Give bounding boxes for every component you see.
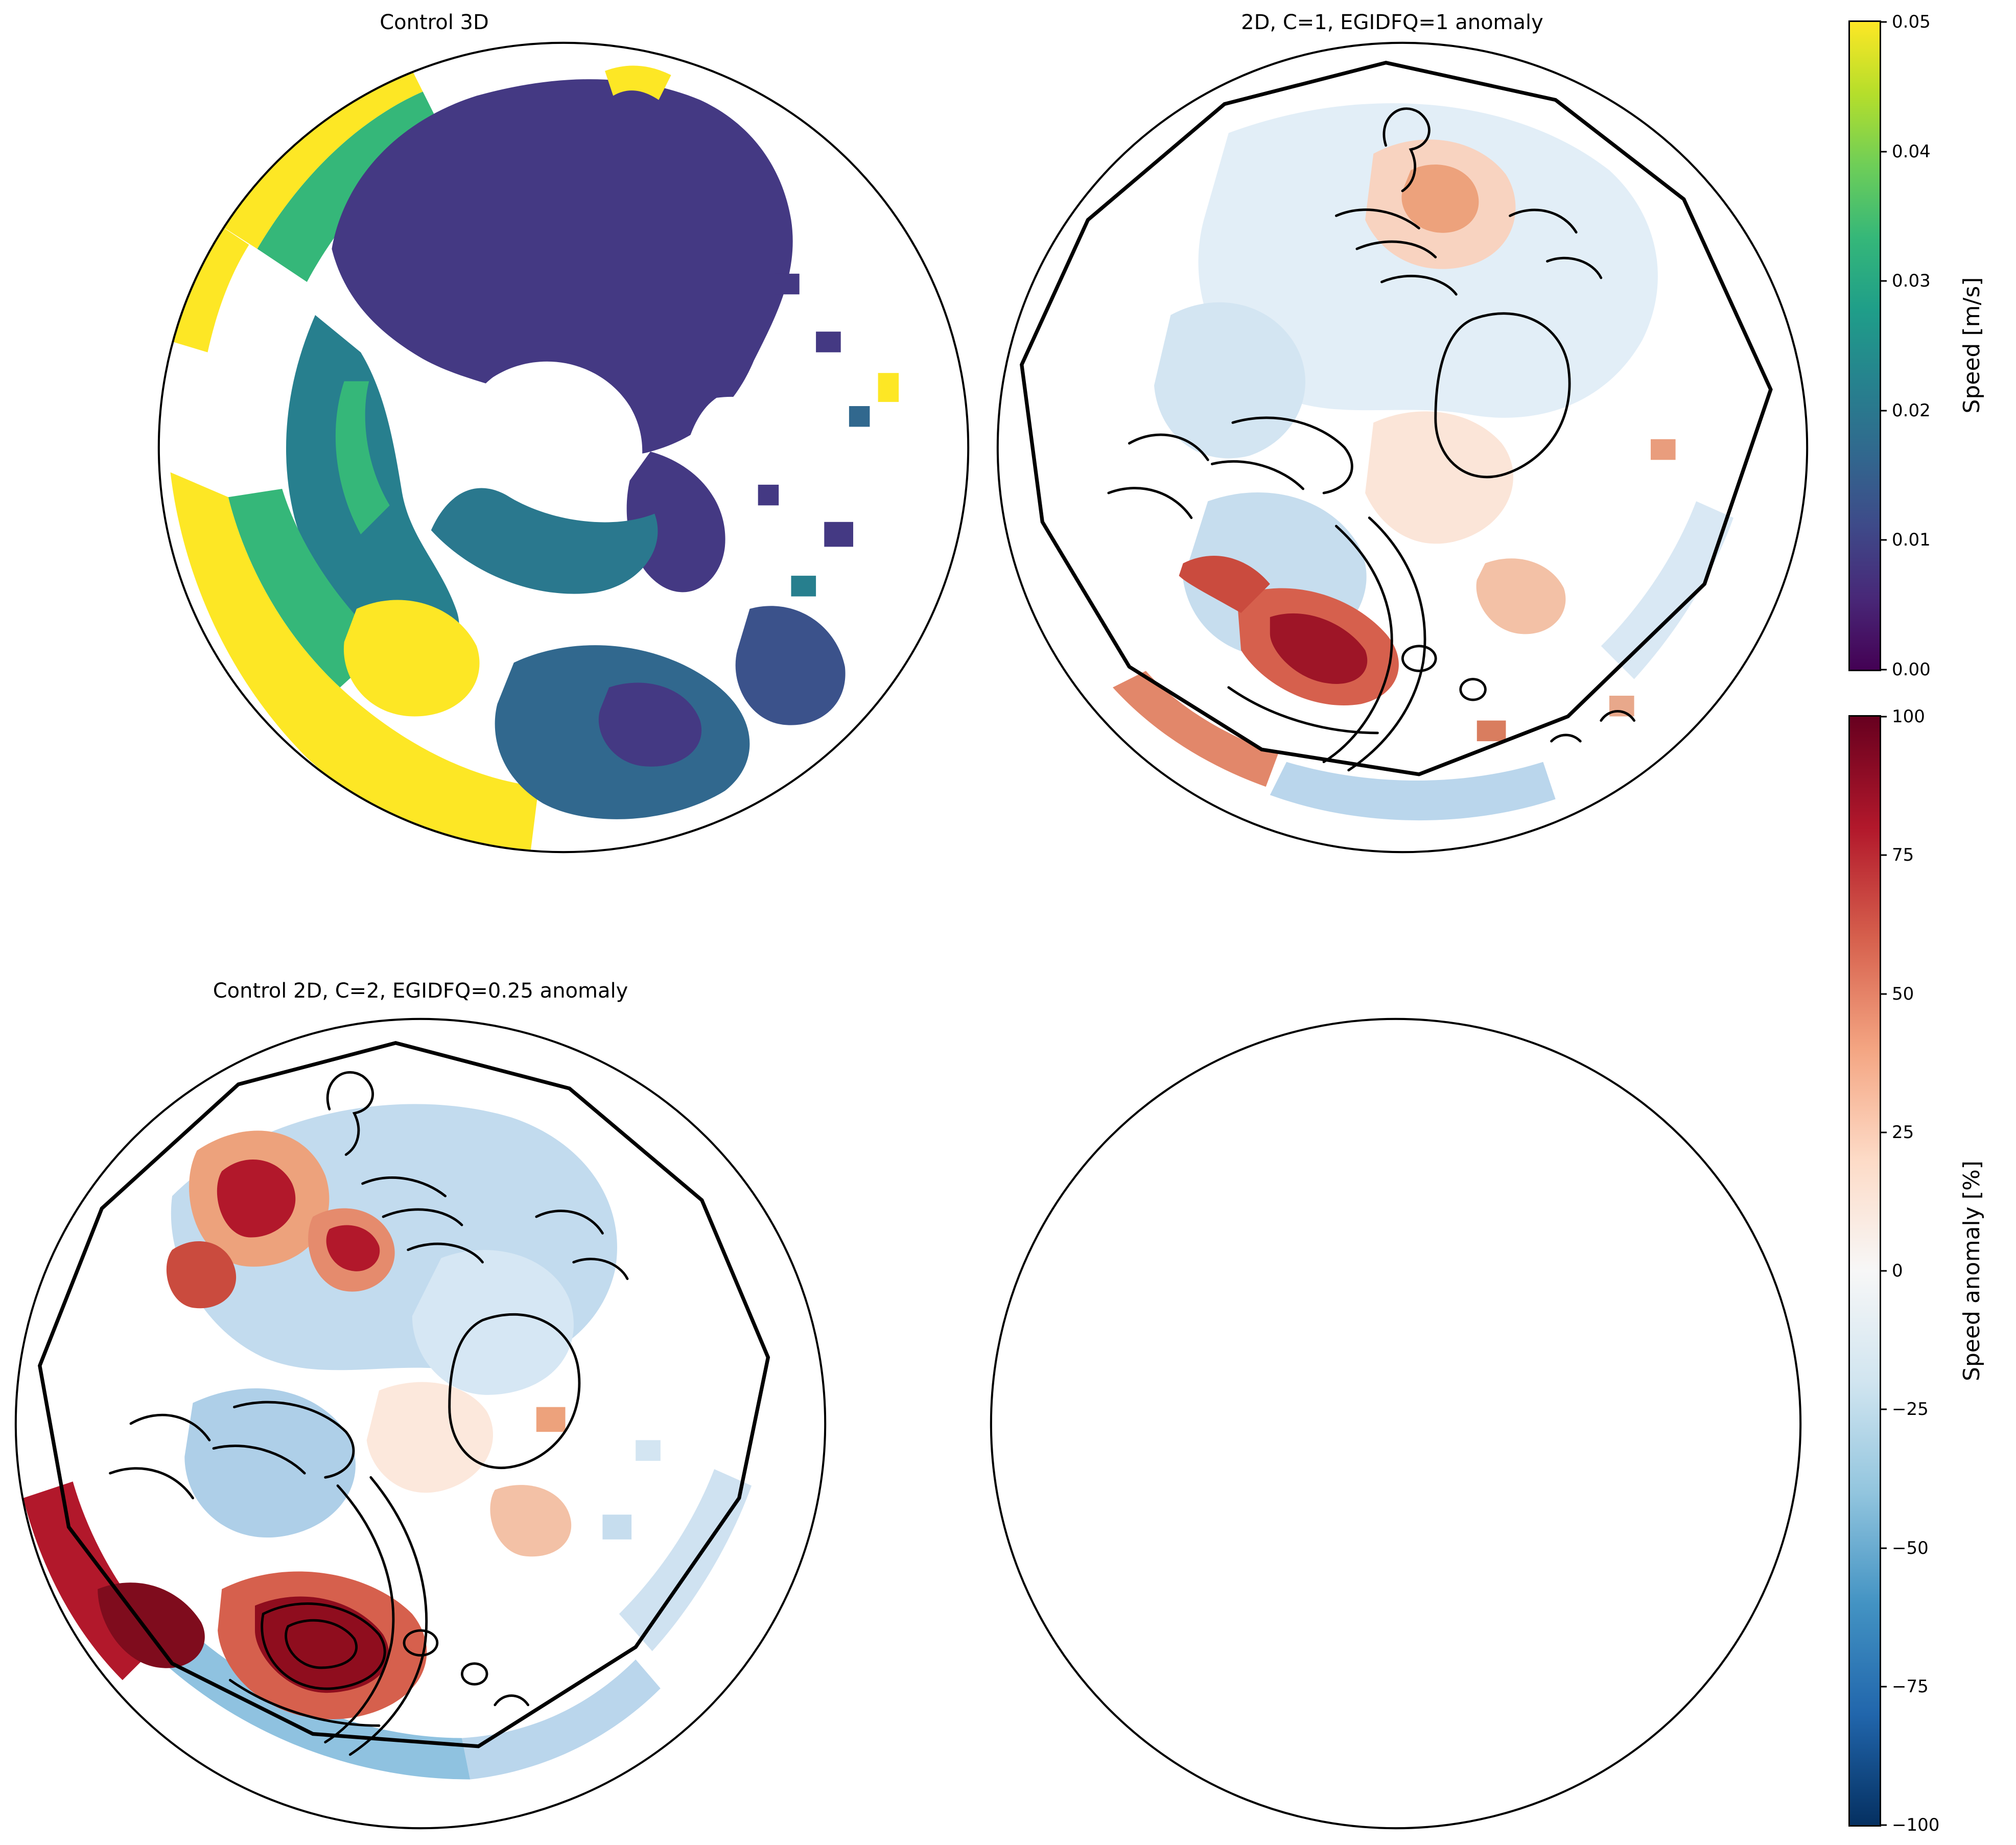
grid-boundary-contour [38, 1041, 770, 1748]
colorbar-tick [1880, 1270, 1887, 1272]
colorbar-tick-label: 50 [1892, 983, 1914, 1004]
colorbar-tick [1880, 854, 1887, 856]
colorbar-anomaly-label: Speed anomaly [%] [1959, 1161, 1985, 1381]
globe-map-anomaly-2 [14, 1018, 827, 1830]
colorbar-tick [1880, 1131, 1887, 1133]
colorbar-tick-label: −50 [1892, 1538, 1929, 1558]
colorbar-tick-label: 75 [1892, 845, 1914, 866]
colorbar-tick [1880, 539, 1887, 541]
panel-title-anomaly-2: Control 2D, C=2, EGIDFQ=0.25 anomaly [213, 979, 628, 1003]
colorbar-tick [1880, 1408, 1887, 1410]
grid-boundary-contour [1020, 60, 1773, 776]
colorbar-tick-label: 0.02 [1892, 400, 1931, 421]
colorbar-tick-label: 0 [1892, 1261, 1903, 1281]
globe-outline [14, 1018, 827, 1830]
speed-field-layer [166, 58, 899, 853]
colorbar-tick [1880, 1824, 1887, 1826]
globe-map-control-3d [157, 41, 970, 854]
coastline-contours [109, 1071, 629, 1756]
colorbar-tick-label: −100 [1892, 1815, 1940, 1835]
colorbar-tick [1880, 410, 1887, 412]
colorbar-tick [1880, 669, 1887, 671]
colorbar-speed: 0.05 0.04 0.03 0.02 0.01 0.00 [1848, 12, 1931, 680]
colorbar-speed-label: Speed [m/s] [1959, 277, 1985, 414]
colorbar-tick [1880, 1686, 1887, 1688]
globe-map-empty [990, 1018, 1802, 1830]
colorbar-tick [1880, 21, 1887, 23]
colorbar-tick-label: 0.04 [1892, 141, 1931, 162]
globe-outline [990, 1018, 1802, 1830]
panel-title-control-3d: Control 3D [380, 11, 489, 34]
colorbar-tick-label: 0.01 [1892, 530, 1931, 551]
colorbar-tick-label: 0.05 [1892, 12, 1931, 32]
anomaly-field-layer [23, 1104, 752, 1780]
colorbar-tick [1880, 993, 1887, 995]
colorbar-tick [1880, 716, 1887, 718]
colorbar-tick-label: 0.03 [1892, 271, 1931, 292]
colorbar-tick-label: −75 [1892, 1676, 1929, 1697]
colorbar-tick-label: −25 [1892, 1399, 1929, 1420]
colorbar-tick-label: 0.00 [1892, 659, 1931, 680]
globe-outline [996, 41, 1809, 854]
colorbar-tick [1880, 1547, 1887, 1549]
anomaly-field-layer [1113, 103, 1733, 821]
colorbar-tick-label: 100 [1892, 706, 1925, 727]
coastline-contours [1107, 107, 1636, 772]
colorbar-tick-label: 25 [1892, 1122, 1914, 1143]
colorbar-anomaly: 100 75 50 25 0 −25 −50 −75 −100 [1848, 706, 1939, 1835]
globe-map-anomaly-1 [996, 41, 1809, 854]
colorbar-tick [1880, 151, 1887, 153]
colorbar-tick [1880, 280, 1887, 282]
globe-outline [157, 41, 970, 854]
panel-title-anomaly-1: 2D, C=1, EGIDFQ=1 anomaly [1241, 11, 1543, 34]
